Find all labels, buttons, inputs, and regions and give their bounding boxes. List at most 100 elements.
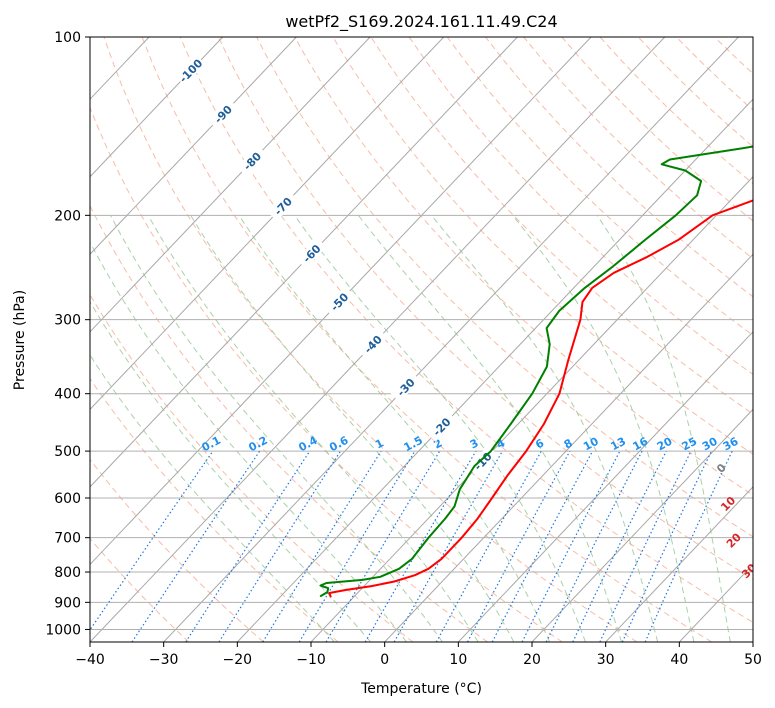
x-tick-label: 20 — [523, 652, 541, 668]
mixing-ratio-label: 16 — [631, 435, 651, 454]
moist-adiabat — [431, 214, 659, 642]
isotherm-line — [90, 37, 445, 411]
dry-adiabat — [599, 37, 753, 185]
isotherm-label-bg — [175, 55, 206, 86]
mixing-ratio-label: 10 — [581, 435, 601, 454]
x-axis-label: Temperature (°C) — [360, 681, 482, 697]
y-tick-label: 800 — [54, 565, 81, 581]
isotherm-line — [384, 253, 753, 642]
y-tick-label: 600 — [54, 491, 81, 507]
dry-adiabat — [637, 37, 753, 148]
x-tick-label: 0 — [380, 652, 389, 668]
mixing-ratio-line — [185, 450, 311, 642]
isotherm-line — [310, 176, 753, 642]
chart-title: wetPf2_S169.2024.161.11.49.C24 — [285, 12, 557, 32]
y-tick-label: 500 — [54, 444, 81, 460]
temperature-profile — [328, 199, 753, 598]
isotherm-line — [531, 408, 753, 642]
dry-adiabat — [752, 37, 753, 39]
moist-adiabat — [512, 214, 695, 642]
dry-adiabat — [561, 37, 753, 222]
x-tick-label: 50 — [744, 652, 762, 668]
x-tick-label: 30 — [597, 652, 615, 668]
moist-adiabat — [190, 215, 515, 642]
y-tick-label: 400 — [54, 387, 81, 403]
dry-adiabat — [485, 37, 753, 298]
moist-adiabat — [90, 354, 335, 642]
y-tick-label: 100 — [54, 30, 81, 46]
dry-adiabat — [103, 37, 638, 642]
moist-adiabat — [147, 215, 479, 642]
y-tick-label: 700 — [54, 531, 81, 547]
isotherm-label-bg — [296, 237, 327, 269]
mixing-ratio-label: 20 — [655, 435, 675, 454]
mixing-ratio-label: 30 — [700, 435, 720, 454]
dry-adiabat — [217, 37, 753, 580]
isotherm-line — [90, 37, 592, 566]
dry-adiabat — [90, 204, 488, 642]
mixing-ratio-label: 25 — [680, 435, 700, 454]
isotherm-label-bg — [207, 98, 238, 130]
mixing-ratio-label: 1 — [373, 436, 386, 451]
isotherm-line — [0, 37, 2, 642]
isotherm-line — [163, 37, 739, 642]
dry-adiabat — [370, 37, 753, 415]
x-tick-label: −40 — [75, 652, 105, 668]
mixing-ratio-line — [298, 450, 416, 642]
mixing-ratio-line — [644, 450, 733, 642]
dry-adiabat — [256, 37, 753, 538]
series-layer — [319, 145, 753, 598]
y-axis-label: Pressure (hPa) — [12, 290, 28, 390]
isotherm-line — [752, 641, 753, 642]
y-tick-label: 300 — [54, 313, 81, 329]
dry-adiabat — [446, 37, 753, 336]
isotherm-line — [605, 486, 753, 642]
isotherm-line — [90, 37, 371, 333]
mixing-ratio-line — [90, 450, 214, 631]
axis-ticks: −40 −30 −20 −10 0 10 20 30 40 50 100 200 300 400 500 60… — [45, 30, 762, 668]
mixing-ratio-line — [393, 450, 504, 642]
isotherm-label-bg — [236, 145, 267, 177]
mixing-ratio-label: 3 — [468, 436, 481, 451]
mixing-ratio-line — [545, 450, 643, 642]
dry-adiabat — [294, 37, 753, 496]
moist-adiabat-label: 40 — [759, 587, 775, 607]
dry-adiabat — [90, 106, 563, 642]
dry-adiabat — [90, 458, 264, 642]
dry-adiabat — [332, 37, 753, 455]
mixing-ratio-line — [599, 450, 692, 642]
x-tick-label: −20 — [223, 652, 253, 668]
dewpoint-profile — [319, 145, 753, 597]
mixing-ratio-line — [466, 450, 571, 642]
isotherm-line — [90, 37, 518, 488]
isotherm-line — [678, 563, 753, 642]
moist-adiabat — [358, 214, 622, 642]
mixing-ratio-line — [435, 450, 542, 642]
moist-adiabat-label: 20 — [724, 530, 744, 550]
moist-adiabat — [90, 300, 371, 642]
isotherm-label-bg — [323, 286, 355, 317]
y-tick-label: 1000 — [45, 622, 81, 638]
x-tick-label: 10 — [449, 652, 467, 668]
y-tick-label: 900 — [54, 595, 81, 611]
isotherm-line — [236, 98, 753, 642]
x-tick-label: −10 — [296, 652, 326, 668]
isotherm-label-bg — [357, 328, 388, 360]
isotherm-line — [457, 331, 753, 642]
mixing-ratio-label: 13 — [608, 435, 628, 454]
mixing-ratio-line — [131, 450, 261, 642]
moist-adiabat — [294, 215, 586, 642]
moist-adiabat — [90, 241, 407, 642]
isotherm-line — [90, 37, 297, 256]
dry-adiabat — [179, 37, 753, 623]
mixing-ratio-line — [572, 450, 667, 642]
plot-area: 0.1 0.2 0.4 0.6 1 1.5 2 3 4 6 8 10 13 16 20 25 30 36-100-… — [0, 37, 775, 642]
moist-adiabat — [596, 215, 731, 642]
moist-adiabat — [110, 215, 443, 642]
dry-adiabat — [141, 37, 712, 642]
x-tick-label: 40 — [670, 652, 688, 668]
moist-adiabat-label: 10 — [718, 494, 738, 514]
plot-frame — [89, 36, 754, 643]
y-tick-label: 200 — [54, 208, 81, 224]
